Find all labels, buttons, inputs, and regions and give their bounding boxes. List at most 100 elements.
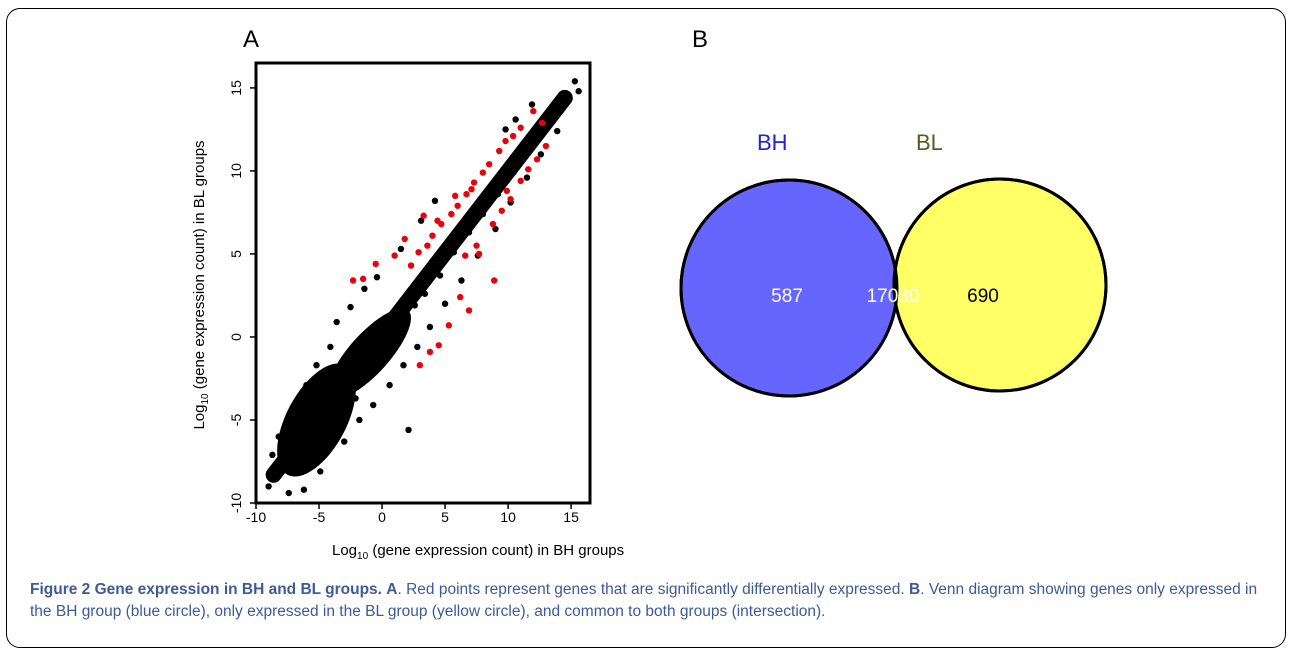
significant-point: [502, 137, 509, 145]
data-point: [479, 210, 487, 218]
data-point: [449, 239, 456, 246]
data-point: [489, 185, 497, 193]
data-point: [367, 347, 374, 354]
significant-point: [485, 161, 493, 168]
data-point: [523, 139, 531, 146]
y-tick-label: -5: [228, 414, 244, 427]
x-axis: -10 -5 0 5 10 15: [246, 503, 579, 525]
significant-point: [465, 307, 473, 314]
significant-point: [507, 195, 514, 203]
data-point: [351, 368, 358, 376]
data-point: [557, 96, 565, 103]
significant-point: [456, 293, 464, 301]
bl-outline: [892, 177, 1108, 393]
data-point: [269, 451, 276, 459]
data-point: [528, 101, 536, 108]
data-point: [380, 345, 387, 352]
significant-point: [468, 185, 475, 193]
bh-set-label: BH: [757, 130, 788, 155]
x-tick-label: -10: [246, 509, 266, 525]
data-point: [270, 471, 277, 478]
caption-b-key: B: [909, 581, 921, 598]
data-point: [318, 411, 325, 419]
data-point: [333, 318, 340, 326]
data-point: [514, 151, 522, 158]
data-point: [436, 272, 444, 279]
significant-point: [517, 124, 524, 131]
data-point: [364, 358, 372, 366]
significant-point: [434, 217, 441, 224]
data-point: [433, 260, 440, 268]
data-point: [347, 303, 354, 311]
significant-point: [349, 277, 357, 284]
significant-point: [463, 190, 470, 198]
y-tick-label: -10: [228, 493, 244, 513]
significant-point: [372, 260, 379, 268]
data-point: [327, 343, 334, 351]
data-point: [509, 169, 517, 176]
data-point: [523, 174, 531, 181]
x-tick-label: 5: [441, 509, 449, 525]
significant-point: [454, 202, 461, 209]
data-point: [329, 386, 337, 394]
significant-point: [525, 166, 532, 173]
data-point: [411, 302, 419, 309]
data-point: [424, 272, 431, 279]
y-axis: -10 -5 0 5 10 15: [228, 80, 256, 513]
panel-a-label: A: [243, 26, 260, 53]
data-point: [492, 225, 499, 233]
significant-point: [475, 250, 483, 258]
data-point: [305, 446, 313, 454]
caption-a-text: . Red points represent genes that are si…: [397, 581, 909, 598]
data-point: [310, 421, 318, 429]
significant-point: [462, 252, 469, 259]
significant-point: [359, 275, 367, 283]
data-point: [359, 357, 367, 364]
data-point: [286, 410, 294, 417]
significant-point: [470, 179, 478, 186]
figure-caption: Figure 2 Gene expression in BH and BL gr…: [30, 579, 1266, 623]
data-point: [494, 190, 502, 198]
data-point: [575, 88, 582, 95]
x-tick-label: 15: [563, 509, 579, 525]
data-point: [301, 431, 309, 439]
significant-point: [491, 277, 498, 284]
significant-point: [429, 232, 436, 239]
data-point: [450, 249, 458, 256]
significant-point: [426, 348, 434, 356]
data-point: [414, 343, 421, 351]
data-point: [397, 245, 405, 253]
data-point: [278, 464, 285, 472]
intersection-count: 17030: [867, 286, 920, 307]
panel-b-label: B: [692, 26, 709, 53]
data-point: [400, 361, 407, 369]
data-point: [537, 151, 545, 158]
caption-a-key: A: [386, 581, 398, 598]
significant-point: [479, 169, 487, 176]
significant-point: [530, 107, 537, 115]
data-point: [525, 149, 532, 156]
data-points: [265, 78, 582, 497]
bh-only-count: 587: [771, 286, 803, 307]
significant-point: [407, 262, 415, 269]
data-point: [502, 126, 509, 133]
data-point: [541, 114, 548, 121]
data-point: [417, 217, 425, 224]
significant-point: [538, 119, 546, 126]
data-point: [554, 127, 561, 135]
significant-point: [496, 147, 503, 155]
data-point: [464, 217, 471, 224]
data-point: [275, 433, 282, 440]
data-point: [498, 174, 505, 181]
data-point: [400, 303, 407, 311]
data-point: [383, 325, 391, 332]
data-point: [300, 486, 308, 493]
significant-point: [448, 210, 455, 218]
data-point: [295, 463, 303, 470]
data-point: [473, 207, 480, 214]
data-point: [426, 323, 434, 331]
data-point: [373, 273, 381, 281]
data-point: [512, 116, 519, 123]
data-point: [376, 335, 383, 342]
